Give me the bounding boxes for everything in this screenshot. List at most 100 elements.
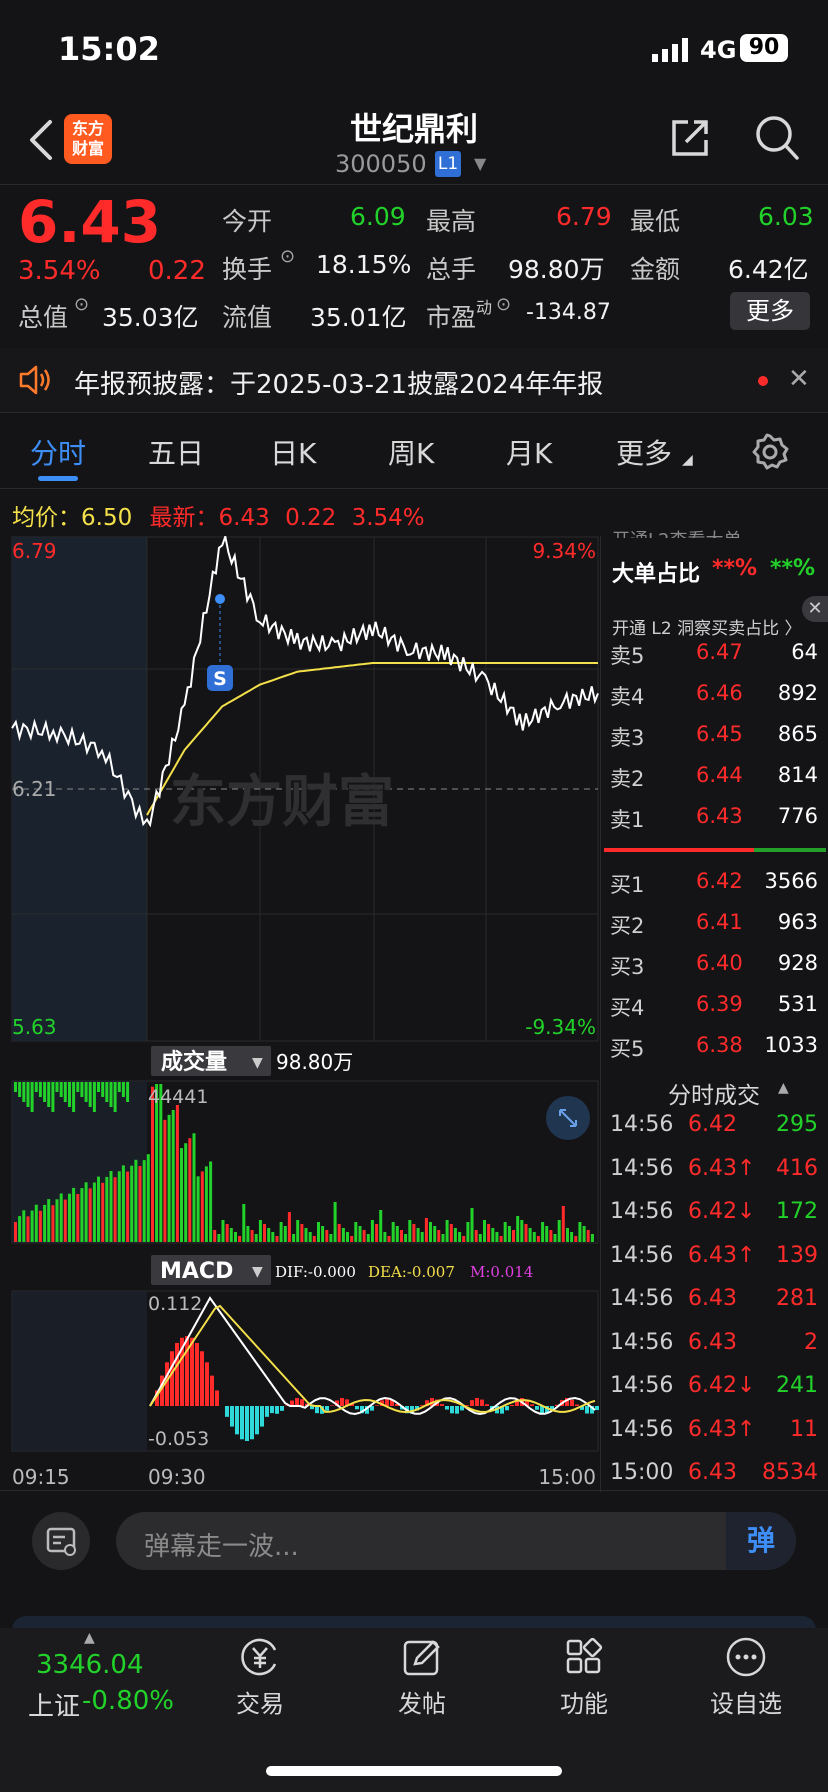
ask-row[interactable]: 卖4 6.46 892 bbox=[610, 675, 822, 711]
caret-down-icon: ▼ bbox=[252, 1055, 263, 1071]
macd-bar bbox=[585, 1406, 589, 1414]
trade-price: 6.43 bbox=[688, 1286, 737, 1311]
caret-up-icon[interactable]: ▲ bbox=[778, 1080, 789, 1096]
mktcap-value: 35.03亿 bbox=[102, 303, 199, 332]
sell-marker-badge[interactable] bbox=[207, 665, 233, 691]
info-dots-icon[interactable]: ⊙ bbox=[74, 294, 90, 315]
trade-volume: 139 bbox=[776, 1242, 818, 1268]
ob-volume: 963 bbox=[777, 910, 818, 934]
index-value[interactable]: 3346.04 bbox=[36, 1650, 144, 1680]
ob-label: 买5 bbox=[610, 1037, 645, 1061]
trade-price: 6.42↓ bbox=[688, 1373, 756, 1398]
index-change[interactable]: -0.80% bbox=[82, 1686, 174, 1716]
ask-row[interactable]: 卖2 6.44 814 bbox=[610, 757, 822, 793]
open-label: 今开 bbox=[222, 207, 273, 236]
pct-change: 3.54% bbox=[18, 256, 101, 286]
volume-bar bbox=[238, 1236, 242, 1242]
volume-bar bbox=[63, 1199, 67, 1242]
volume-bar bbox=[474, 1230, 478, 1242]
ask-row[interactable]: 卖3 6.45 865 bbox=[610, 716, 822, 752]
volume-bar bbox=[536, 1236, 540, 1242]
macd-bar bbox=[280, 1406, 284, 1411]
volume-bar bbox=[200, 1171, 204, 1242]
volume-bar bbox=[516, 1216, 520, 1242]
macd-bar bbox=[580, 1406, 584, 1410]
info-dots-icon[interactable]: ⊙ bbox=[280, 246, 296, 267]
level-badge[interactable]: L1 bbox=[435, 151, 461, 177]
trade-time: 15:00 bbox=[610, 1460, 674, 1485]
low-label: 最低 bbox=[630, 207, 681, 236]
danmu-input[interactable] bbox=[116, 1512, 796, 1570]
tab-five-day[interactable]: 五日 bbox=[148, 437, 205, 470]
macd-bar bbox=[230, 1406, 234, 1427]
volume-bar bbox=[317, 1222, 320, 1242]
volume-bar bbox=[570, 1232, 574, 1242]
trades-title[interactable]: 分时成交 bbox=[668, 1083, 760, 1109]
gear-icon[interactable] bbox=[750, 432, 790, 472]
volume-bar bbox=[321, 1226, 325, 1242]
macd-bottom-label: -0.053 bbox=[148, 1428, 209, 1450]
ob-label: 买4 bbox=[610, 996, 645, 1020]
volume-bar bbox=[433, 1226, 437, 1242]
bid-row[interactable]: 买2 6.41 963 bbox=[610, 904, 822, 940]
volume-bar bbox=[387, 1236, 391, 1242]
ask-row[interactable]: 卖5 6.47 64 bbox=[610, 634, 822, 670]
volume-bar bbox=[101, 1082, 105, 1097]
announcement-bar[interactable] bbox=[0, 348, 828, 412]
volume-value: 98.80万 bbox=[508, 255, 605, 284]
announcement-text[interactable]: 年报预披露：于2025-03-21披露2024年年报 bbox=[74, 370, 604, 400]
volume-bar bbox=[507, 1226, 511, 1242]
info-dots-icon[interactable]: ⊙ bbox=[496, 294, 512, 315]
macd-selector-label: MACD bbox=[160, 1259, 233, 1284]
volume-selector[interactable] bbox=[151, 1046, 271, 1076]
l2-promo-top[interactable]: 开通L2查看大单 bbox=[612, 526, 812, 538]
macd-selector[interactable] bbox=[151, 1255, 271, 1285]
back-arrow-icon[interactable] bbox=[26, 118, 56, 162]
volume-bar bbox=[43, 1204, 47, 1242]
tab-weekly-k[interactable]: 周K bbox=[388, 437, 435, 470]
volume-bar bbox=[267, 1228, 271, 1242]
bid-row[interactable]: 买4 6.39 531 bbox=[610, 986, 822, 1022]
pe-sup: 动 bbox=[476, 298, 493, 317]
l2-promo-link[interactable]: 开通 L2 洞察买卖占比 〉 bbox=[612, 619, 802, 639]
trade-row: 14:56 6.42 295 bbox=[610, 1106, 822, 1146]
tab-daily-k[interactable]: 日K bbox=[270, 437, 317, 470]
more-button[interactable]: 更多 bbox=[730, 292, 810, 330]
macd-bar bbox=[530, 1404, 534, 1406]
ask-row[interactable]: 卖1 6.43 776 bbox=[610, 798, 822, 834]
macd-bar bbox=[290, 1400, 294, 1406]
danmu-placeholder[interactable]: 弹幕走一波... bbox=[144, 1532, 299, 1562]
close-icon[interactable]: ✕ bbox=[788, 364, 810, 394]
index-name[interactable]: 上证 bbox=[28, 1692, 81, 1722]
macd-bar bbox=[195, 1342, 199, 1406]
tab-monthly-k[interactable]: 月K bbox=[506, 437, 553, 470]
share-icon[interactable] bbox=[668, 116, 712, 160]
bid-row[interactable]: 买5 6.38 1033 bbox=[610, 1027, 822, 1063]
nav-add-watchlist[interactable]: 设自选 bbox=[696, 1636, 796, 1719]
bid-row[interactable]: 买1 6.42 3566 bbox=[610, 863, 822, 899]
volume-bar bbox=[358, 1226, 362, 1242]
danmu-toggle-icon[interactable] bbox=[32, 1512, 90, 1570]
tab-intraday[interactable]: 分时 bbox=[30, 437, 87, 470]
intraday-chart[interactable]: 东方财富 S 6.79 6.21 5.63 9.34% -9.34% 成交量 ▼… bbox=[0, 536, 600, 1496]
volume-bar bbox=[184, 1143, 188, 1242]
volume-bar bbox=[63, 1082, 67, 1102]
macd-bar bbox=[420, 1405, 424, 1406]
nav-post[interactable]: 发帖 bbox=[372, 1636, 472, 1719]
caret-down-icon[interactable]: ▼ bbox=[474, 154, 487, 173]
tab-more[interactable]: 更多 bbox=[616, 437, 673, 470]
caret-up-icon[interactable]: ▲ bbox=[84, 1630, 95, 1646]
volume-bar bbox=[258, 1220, 262, 1242]
bid-row[interactable]: 买3 6.40 928 bbox=[610, 945, 822, 981]
volume-bar bbox=[80, 1188, 84, 1242]
volume-bar bbox=[304, 1228, 308, 1242]
search-icon[interactable] bbox=[754, 114, 800, 162]
danmu-send-button[interactable]: 弹 bbox=[726, 1512, 796, 1570]
volume-bar bbox=[404, 1234, 408, 1242]
macd-bar bbox=[590, 1406, 594, 1414]
close-icon[interactable]: ✕ bbox=[802, 596, 828, 622]
nav-functions[interactable]: 功能 bbox=[534, 1636, 634, 1719]
macd-bar bbox=[175, 1342, 179, 1406]
nav-trade[interactable]: 交易 bbox=[210, 1636, 310, 1719]
volume-bar bbox=[478, 1234, 482, 1242]
